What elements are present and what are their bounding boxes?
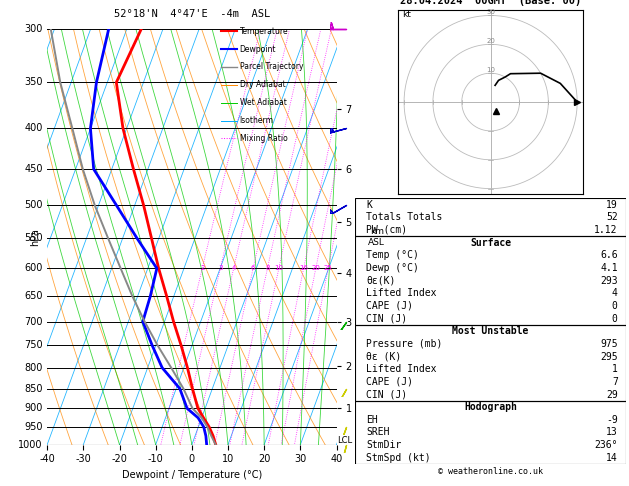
Text: 500: 500 (25, 200, 43, 210)
Text: 850: 850 (25, 383, 43, 394)
Text: 28.04.2024  00GMT  (Base: 00): 28.04.2024 00GMT (Base: 00) (400, 0, 581, 6)
Text: hPa: hPa (30, 228, 40, 246)
Text: EH: EH (366, 415, 378, 425)
Text: SREH: SREH (366, 428, 390, 437)
Text: K: K (366, 200, 372, 209)
Text: 7: 7 (612, 377, 618, 387)
Text: Pressure (mb): Pressure (mb) (366, 339, 443, 349)
Bar (355, 325, 626, 401)
Text: Hodograph: Hodograph (464, 402, 517, 412)
Text: 4: 4 (231, 265, 236, 271)
Text: Totals Totals: Totals Totals (366, 212, 443, 222)
Text: 14: 14 (606, 453, 618, 463)
Text: 13: 13 (606, 428, 618, 437)
Text: 29: 29 (606, 389, 618, 399)
Text: 900: 900 (25, 403, 43, 413)
Text: Isotherm: Isotherm (240, 116, 274, 125)
Text: 975: 975 (600, 339, 618, 349)
Text: 236°: 236° (594, 440, 618, 450)
Text: θε (K): θε (K) (366, 351, 401, 362)
Text: 52: 52 (606, 212, 618, 222)
Text: 4: 4 (612, 288, 618, 298)
Text: 52°18'N  4°47'E  -4m  ASL: 52°18'N 4°47'E -4m ASL (114, 9, 270, 19)
Text: StmSpd (kt): StmSpd (kt) (366, 453, 431, 463)
Text: Lifted Index: Lifted Index (366, 288, 437, 298)
Text: Mixing Ratio: Mixing Ratio (240, 134, 287, 143)
Text: Lifted Index: Lifted Index (366, 364, 437, 374)
Text: 1000: 1000 (18, 440, 43, 450)
Text: Dewp (°C): Dewp (°C) (366, 263, 419, 273)
Text: LCL: LCL (337, 436, 352, 445)
Text: 4.1: 4.1 (600, 263, 618, 273)
Text: 20: 20 (486, 38, 495, 44)
Text: 400: 400 (25, 123, 43, 134)
Text: Most Unstable: Most Unstable (452, 326, 529, 336)
Text: 19: 19 (606, 200, 618, 209)
Text: CIN (J): CIN (J) (366, 389, 408, 399)
Text: 1: 1 (612, 364, 618, 374)
Bar (355, 401, 626, 464)
Text: 300: 300 (25, 24, 43, 34)
Text: 293: 293 (600, 276, 618, 286)
Text: © weatheronline.co.uk: © weatheronline.co.uk (438, 467, 543, 476)
Text: 30: 30 (486, 10, 495, 16)
Text: 20: 20 (311, 265, 320, 271)
Text: 6.6: 6.6 (600, 250, 618, 260)
Text: 700: 700 (25, 316, 43, 327)
Text: Temperature: Temperature (240, 27, 288, 36)
Text: 450: 450 (25, 164, 43, 174)
Text: 750: 750 (24, 340, 43, 350)
Text: 350: 350 (25, 77, 43, 87)
Y-axis label: km
ASL: km ASL (369, 227, 385, 246)
Text: θε(K): θε(K) (366, 276, 396, 286)
Text: CAPE (J): CAPE (J) (366, 301, 413, 311)
X-axis label: Dewpoint / Temperature (°C): Dewpoint / Temperature (°C) (122, 470, 262, 480)
Text: 295: 295 (600, 351, 618, 362)
Text: 650: 650 (25, 291, 43, 301)
Text: 550: 550 (24, 233, 43, 243)
Text: CIN (J): CIN (J) (366, 313, 408, 324)
Text: Dry Adiabat: Dry Adiabat (240, 80, 286, 89)
Bar (355, 236, 626, 325)
Text: CAPE (J): CAPE (J) (366, 377, 413, 387)
Text: -9: -9 (606, 415, 618, 425)
Text: 2: 2 (200, 265, 204, 271)
Text: 10: 10 (274, 265, 283, 271)
Text: kt: kt (402, 10, 411, 19)
Text: PW (cm): PW (cm) (366, 225, 408, 235)
Text: StmDir: StmDir (366, 440, 401, 450)
Text: 1.12: 1.12 (594, 225, 618, 235)
Text: Surface: Surface (470, 238, 511, 247)
Text: 25: 25 (324, 265, 333, 271)
Text: Wet Adiabat: Wet Adiabat (240, 98, 286, 107)
Text: 3: 3 (218, 265, 223, 271)
Text: 950: 950 (25, 422, 43, 432)
Text: 16: 16 (299, 265, 308, 271)
Text: Dewpoint: Dewpoint (240, 45, 276, 53)
Text: Temp (°C): Temp (°C) (366, 250, 419, 260)
Text: 0: 0 (612, 301, 618, 311)
Text: 6: 6 (251, 265, 255, 271)
Text: 800: 800 (25, 363, 43, 373)
Text: 8: 8 (265, 265, 270, 271)
Text: Parcel Trajectory: Parcel Trajectory (240, 63, 303, 71)
Text: 10: 10 (486, 67, 495, 73)
Text: 0: 0 (612, 313, 618, 324)
Text: 600: 600 (25, 263, 43, 274)
Bar (355, 198, 626, 236)
